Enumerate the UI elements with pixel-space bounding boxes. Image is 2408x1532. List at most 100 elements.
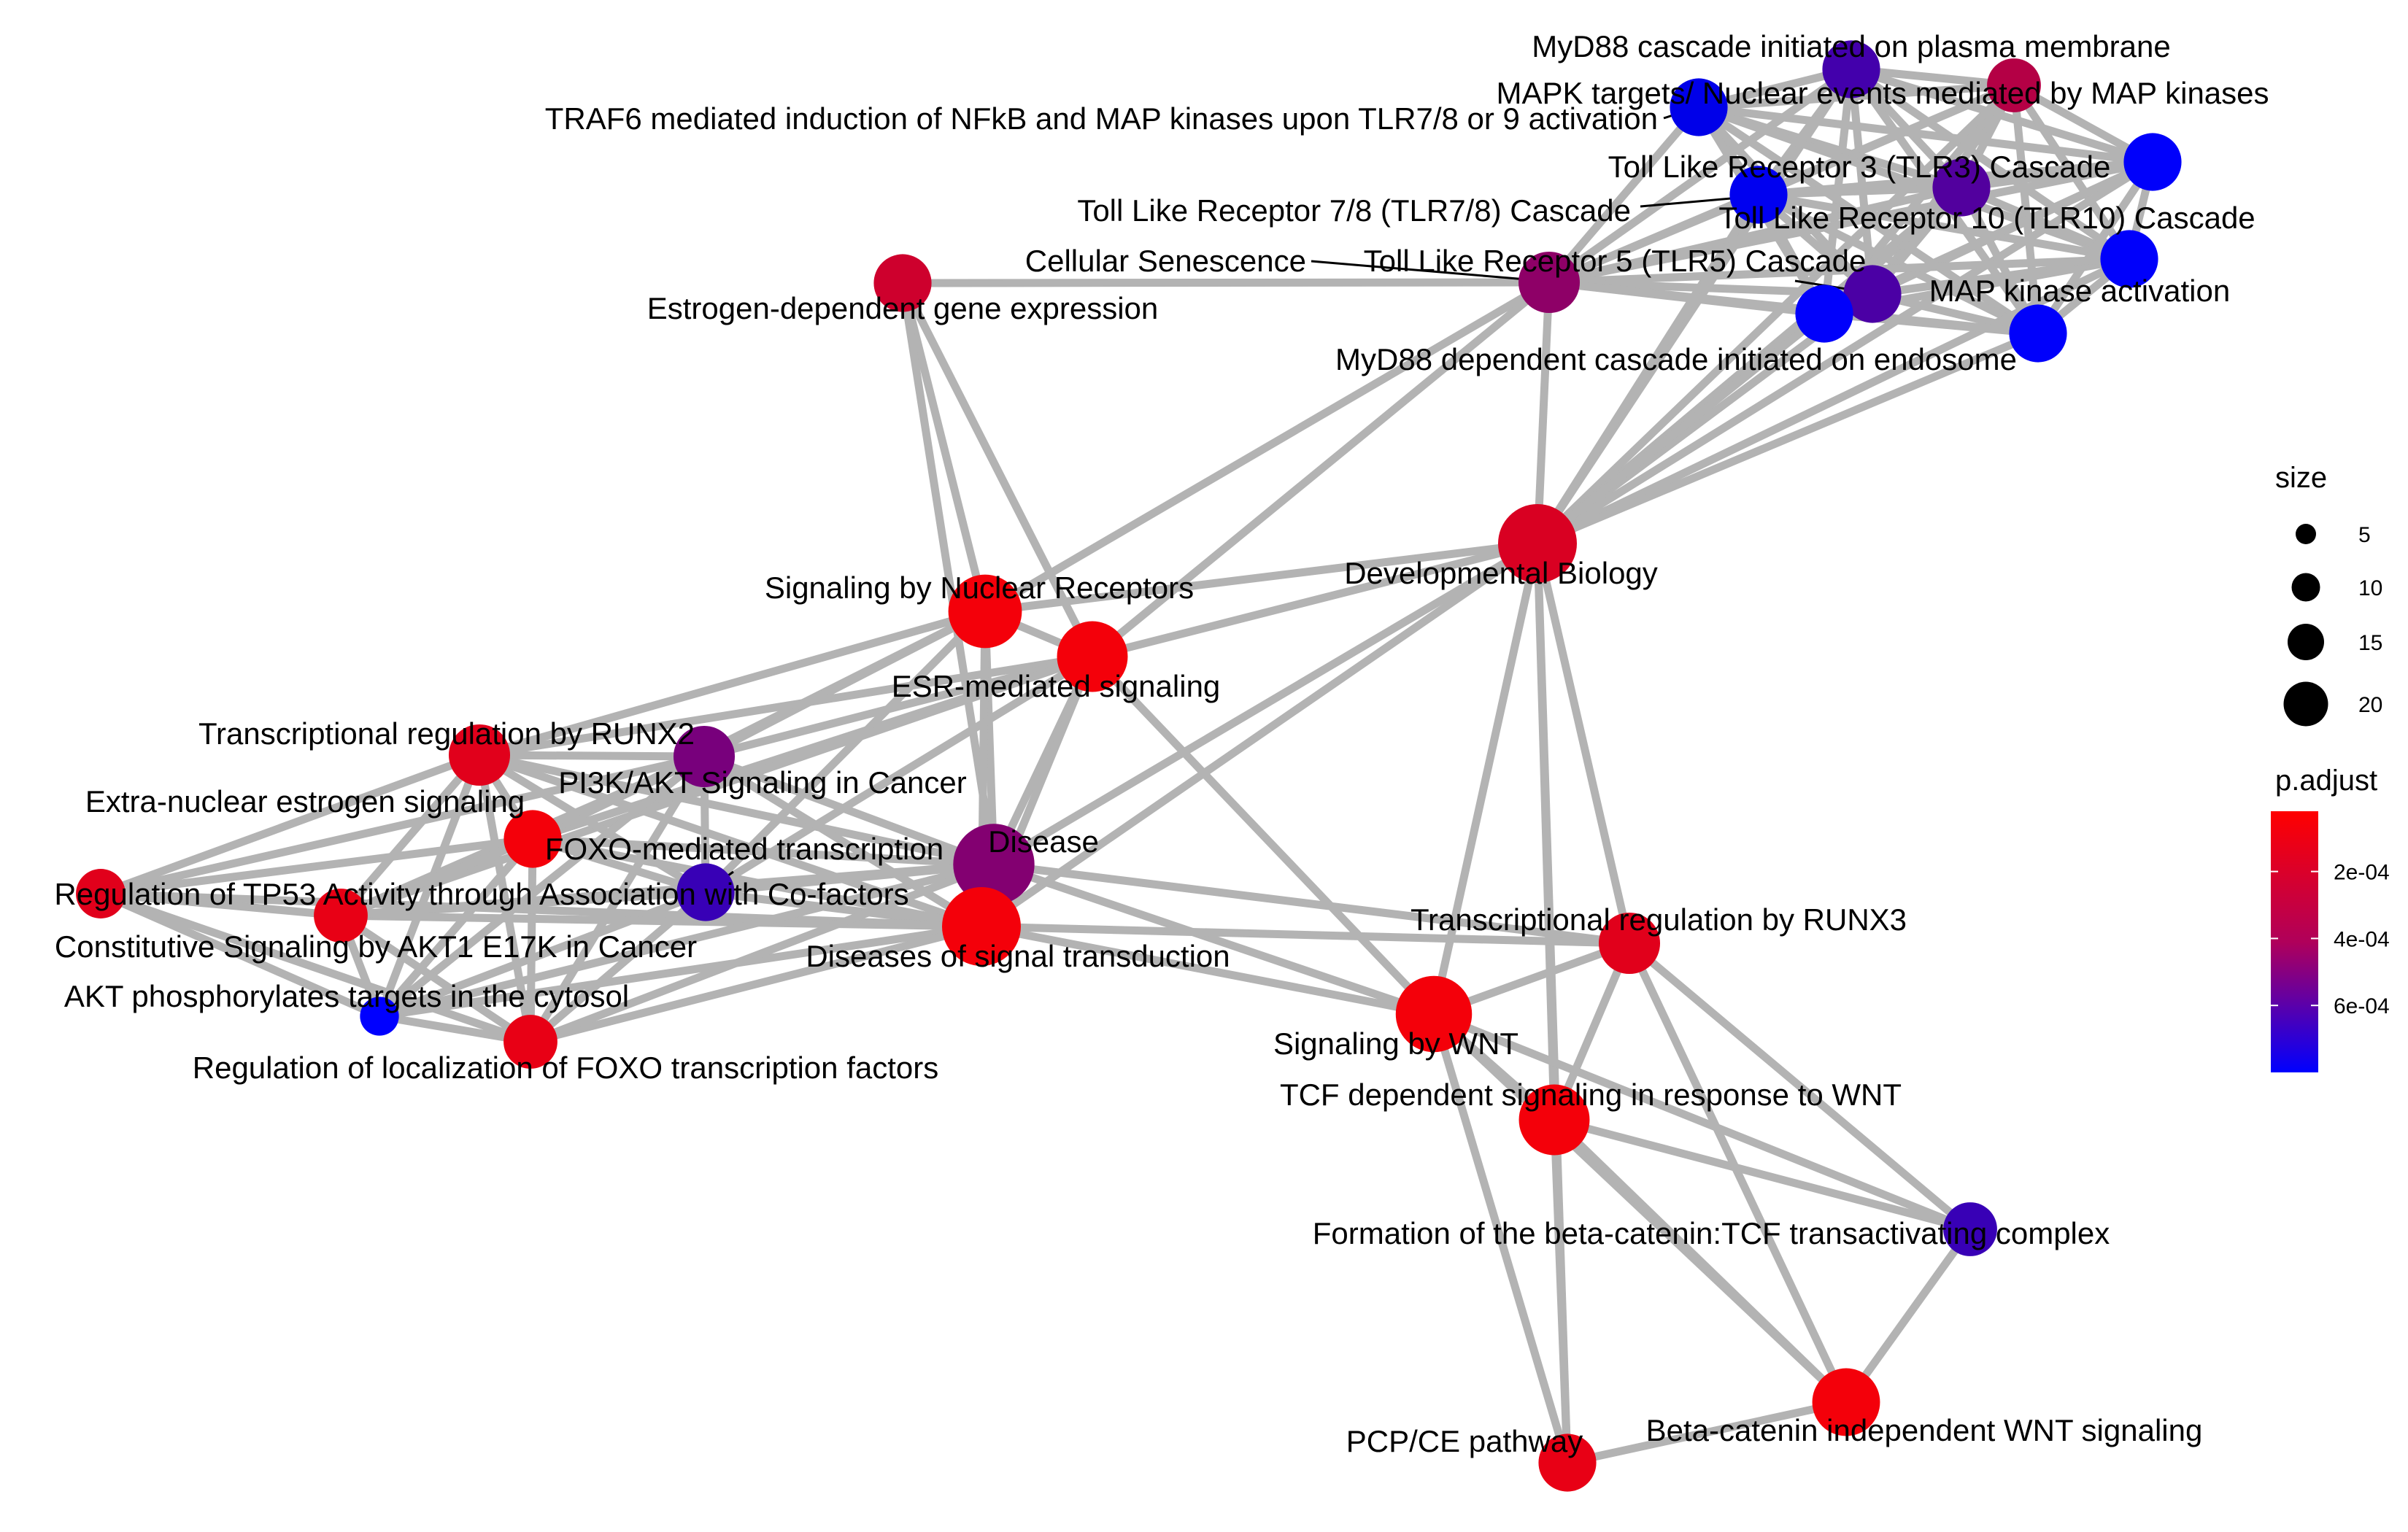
network-edge-tcf-betacat	[1550, 1115, 1975, 1234]
node-tlr9[interactable]	[2100, 230, 2158, 288]
size-legend-label-10: 10	[2358, 576, 2382, 600]
network-edge-senes-nucrec	[981, 278, 1554, 616]
node-label-senes: Cellular Senescence	[1025, 244, 1306, 278]
network-edge-devbio-nucrec	[981, 539, 1542, 616]
network-edge-disease-wnt	[989, 860, 1438, 1018]
node-betacat[interactable]	[1943, 1202, 1997, 1256]
node-label-tlr3: Toll Like Receptor 3 (TLR3) Cascade	[1608, 150, 2111, 184]
network-edge-tp53-foxoloc	[96, 889, 535, 1046]
node-label-foxoloc: Regulation of localization of FOXO trans…	[193, 1051, 938, 1085]
network-edge-myd88pm-senes	[1545, 65, 1856, 287]
node-label-wnt: Signaling by WNT	[1273, 1026, 1518, 1061]
node-label-aktphos: AKT phosphorylates targets in the cytoso…	[64, 979, 629, 1013]
node-bcind[interactable]	[1812, 1368, 1880, 1436]
node-tlr5[interactable]	[1843, 265, 1902, 323]
network-edge-tlr10-devbio	[1533, 158, 2157, 548]
size-legend-label-20: 20	[2358, 693, 2382, 717]
node-label-runx2: Transcriptional regulation by RUNX2	[198, 716, 695, 751]
node-foxoloc[interactable]	[503, 1015, 557, 1069]
network-edge-tp53-aktphos	[96, 889, 384, 1021]
network-edge-akt1-disease	[336, 860, 998, 920]
label-leader-tlr78	[1640, 196, 1748, 208]
network-edge-extranuc-aktphos	[375, 835, 537, 1021]
size-legend-dot-15	[2288, 624, 2324, 660]
color-legend-title: p.adjust	[2275, 765, 2377, 797]
network-edge-esr-akt1	[336, 652, 1097, 920]
node-mapkt[interactable]	[1987, 58, 2041, 112]
node-tlr78[interactable]	[1729, 166, 1788, 224]
node-nucrec[interactable]	[948, 574, 1022, 649]
node-label-tp53: Regulation of TP53 Activity through Asso…	[54, 877, 908, 911]
node-label-myd88e: MyD88 dependent cascade initiated on end…	[1335, 342, 2017, 376]
node-esr[interactable]	[1057, 621, 1128, 692]
size-legend-label-5: 5	[2358, 523, 2371, 547]
network-edge-senes-estro	[898, 278, 1554, 287]
node-tcf[interactable]	[1518, 1084, 1590, 1156]
node-label-nucrec: Signaling by Nuclear Receptors	[765, 570, 1194, 605]
size-legend: size 5 10 15 20	[2275, 462, 2382, 727]
legend: size 5 10 15 20 p.adjust 2e-04 4e-04 6e-04	[2271, 462, 2390, 1072]
network-edge-esr-wnt	[1088, 652, 1438, 1018]
node-label-devbio: Developmental Biology	[1344, 556, 1658, 590]
size-legend-label-15: 15	[2358, 631, 2382, 655]
network-edge-akt1-foxoloc	[336, 911, 535, 1046]
node-disease[interactable]	[953, 824, 1035, 905]
node-pi3k[interactable]	[673, 725, 736, 788]
network-edge-pi3k-tp53	[96, 752, 709, 898]
color-tick-label-2: 6e-04	[2334, 994, 2390, 1018]
node-runx2[interactable]	[448, 724, 511, 786]
node-label-betacat: Formation of the beta-catenin:TCF transa…	[1313, 1216, 2110, 1250]
network-edge-traf6-senes	[1545, 103, 1703, 287]
node-label-traf6: TRAF6 mediated induction of NFkB and MAP…	[545, 101, 1658, 136]
network-edge-runx3-bcind	[1625, 939, 1851, 1407]
size-legend-dot-10	[2291, 573, 2320, 602]
node-label-myd88pm: MyD88 cascade initiated on plasma membra…	[1532, 29, 2170, 63]
node-extranuc[interactable]	[503, 810, 562, 868]
node-devbio[interactable]	[1498, 504, 1577, 583]
network-edge-tlr78-tlr9	[1754, 190, 2134, 263]
network-edge-tlr9-senes	[1545, 255, 2134, 287]
node-wnt[interactable]	[1395, 975, 1473, 1053]
node-label-extranuc: Extra-nuclear estrogen signaling	[85, 784, 525, 819]
node-label-tcf: TCF dependent signaling in response to W…	[1280, 1078, 1902, 1112]
network-edge-myd88e-senes	[1545, 278, 1829, 318]
network-edges	[96, 65, 2157, 1467]
size-legend-dot-20	[2283, 681, 2328, 727]
node-senes[interactable]	[1518, 251, 1581, 314]
network-edge-nucrec-runx2	[475, 607, 989, 759]
color-tick-label-0: 2e-04	[2334, 861, 2390, 885]
node-label-tlr78: Toll Like Receptor 7/8 (TLR7/8) Cascade	[1077, 193, 1631, 228]
network-edge-extranuc-tp53	[96, 835, 537, 898]
p-adjust-colorbar	[2271, 811, 2318, 1072]
node-akt1[interactable]	[314, 889, 368, 943]
network-edge-tlr78-devbio	[1533, 190, 1763, 548]
node-dst[interactable]	[942, 887, 1021, 966]
node-tlr10[interactable]	[2123, 133, 2182, 191]
node-tlr3[interactable]	[1932, 158, 1991, 217]
node-label-tlr5: Toll Like Receptor 5 (TLR5) Cascade	[1364, 244, 1867, 278]
node-traf6[interactable]	[1670, 78, 1728, 136]
network-edge-senes-devbio	[1533, 278, 1554, 548]
network-edge-extranuc-foxo	[528, 835, 710, 897]
node-runx3[interactable]	[1598, 912, 1661, 975]
network-edge-runx2-disease	[475, 751, 998, 869]
node-mapka[interactable]	[2009, 304, 2067, 363]
network-edge-extranuc-foxoloc	[526, 835, 537, 1046]
network-edge-devbio-disease	[989, 539, 1542, 869]
node-aktphos[interactable]	[360, 997, 399, 1036]
node-tp53[interactable]	[76, 869, 126, 918]
node-pcp[interactable]	[1538, 1434, 1597, 1492]
network-edge-pi3k-dst	[700, 752, 986, 931]
network-edge-aktphos-dst	[375, 922, 986, 1021]
color-legend-ticks: 2e-04 4e-04 6e-04	[2271, 861, 2390, 1018]
node-estro[interactable]	[873, 254, 932, 312]
node-myd88pm[interactable]	[1822, 40, 1880, 98]
network-edge-tlr78-mapka	[1754, 190, 2042, 338]
node-foxo[interactable]	[676, 863, 735, 921]
size-legend-entries: 5 10 15 20	[2283, 523, 2382, 727]
node-myd88e[interactable]	[1795, 285, 1853, 343]
network-edge-bcind-pcp	[1563, 1398, 1851, 1467]
network-edge-devbio-runx3	[1533, 539, 1634, 948]
color-legend: p.adjust 2e-04 4e-04 6e-04	[2271, 765, 2390, 1072]
